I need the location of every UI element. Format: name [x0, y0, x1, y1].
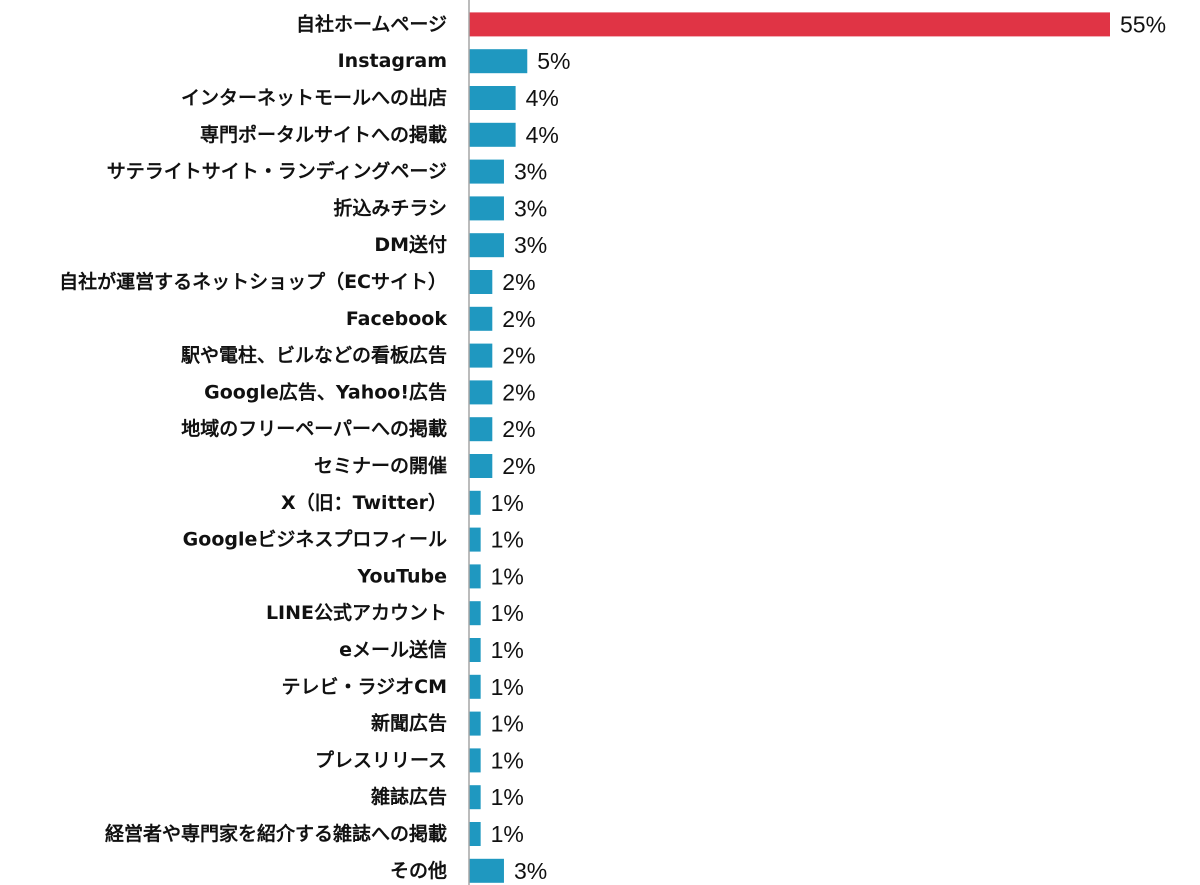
bar [469, 270, 493, 294]
value-label: 1% [491, 784, 524, 810]
category-labels-group: 自社ホームページ Instagram インターネットモールへの出店専門ポータルサイト… [59, 12, 447, 881]
bar [469, 858, 504, 883]
category-label: インターネットモールへの出店 [181, 86, 447, 109]
category-label: テレビ・ラジオCM [282, 676, 447, 698]
value-label: 3% [514, 232, 547, 258]
category-label: 新聞広告 [371, 712, 447, 735]
bar [469, 196, 504, 221]
category-label: Instagram [338, 50, 447, 72]
value-label: 2% [502, 269, 535, 295]
category-label: LINE公式アカウント [266, 601, 447, 624]
bar [469, 12, 1110, 37]
bar [469, 86, 516, 110]
bars-group [469, 12, 1110, 883]
category-label: サテライトサイト・ランディングページ [107, 160, 447, 183]
value-label: 2% [502, 306, 535, 332]
bar [469, 490, 481, 515]
bar [469, 711, 481, 736]
bar [469, 122, 516, 147]
value-label: 2% [502, 453, 535, 479]
bar [469, 748, 481, 773]
value-label: 2% [502, 416, 535, 442]
value-label: 1% [491, 600, 524, 626]
category-label: eメール送信 [339, 638, 447, 661]
category-label: 専門ポータルサイトへの掲載 [200, 123, 447, 146]
bar [469, 380, 493, 405]
value-label: 4% [526, 85, 559, 111]
value-label: 2% [502, 343, 535, 369]
bar [469, 159, 504, 184]
bar [469, 454, 493, 478]
category-label: その他 [390, 859, 447, 882]
category-label: セミナーの開催 [314, 454, 447, 477]
category-label: Facebook [346, 308, 448, 330]
bar [469, 822, 481, 846]
bar [469, 785, 481, 810]
bar [469, 527, 481, 552]
value-label: 1% [491, 711, 524, 737]
category-label: 自社が運営するネットショップ（ECサイト） [59, 270, 447, 293]
value-label: 3% [514, 195, 547, 221]
bar [469, 601, 481, 626]
value-label: 1% [491, 563, 524, 589]
value-label: 3% [514, 159, 547, 185]
value-label: 3% [514, 858, 547, 884]
bar [469, 49, 528, 74]
value-label: 2% [502, 379, 535, 405]
category-label: DM送付 [374, 233, 447, 256]
value-labels-group: 55% 5% 4% 4% 3% 3% 3% 2% 2% 2% 2% 2% 2% 1% 1% 1% 1% 1% 1% 1… [491, 11, 1166, 883]
category-label: Googleビジネスプロフィール [183, 528, 447, 551]
bar [469, 638, 481, 662]
bar [469, 233, 504, 258]
bar [469, 306, 493, 331]
value-label: 1% [491, 490, 524, 516]
category-label: 雑誌広告 [370, 785, 447, 808]
bar [469, 417, 493, 442]
value-label: 1% [491, 821, 524, 847]
bar [469, 564, 481, 589]
category-label: YouTube [357, 565, 447, 587]
value-label: 1% [491, 674, 524, 700]
category-label: 地域のフリーペーパーへの掲載 [181, 417, 447, 440]
value-label: 5% [537, 48, 570, 74]
category-label: X（旧：Twitter） [281, 491, 447, 514]
bar [469, 674, 481, 699]
value-label: 1% [491, 527, 524, 553]
category-label: プレスリリース [315, 748, 447, 771]
category-label: 折込みチラシ [333, 197, 447, 219]
bar [469, 343, 493, 368]
category-label: 経営者や専門家を紹介する雑誌への掲載 [105, 822, 447, 845]
value-label: 1% [491, 637, 524, 663]
category-label: Google広告、Yahoo!広告 [204, 380, 447, 403]
category-label: 自社ホームページ [296, 12, 447, 35]
value-label: 55% [1120, 11, 1166, 37]
value-label: 1% [491, 747, 524, 773]
category-label: 駅や電柱、ビルなどの看板広告 [180, 344, 447, 367]
value-label: 4% [526, 122, 559, 148]
